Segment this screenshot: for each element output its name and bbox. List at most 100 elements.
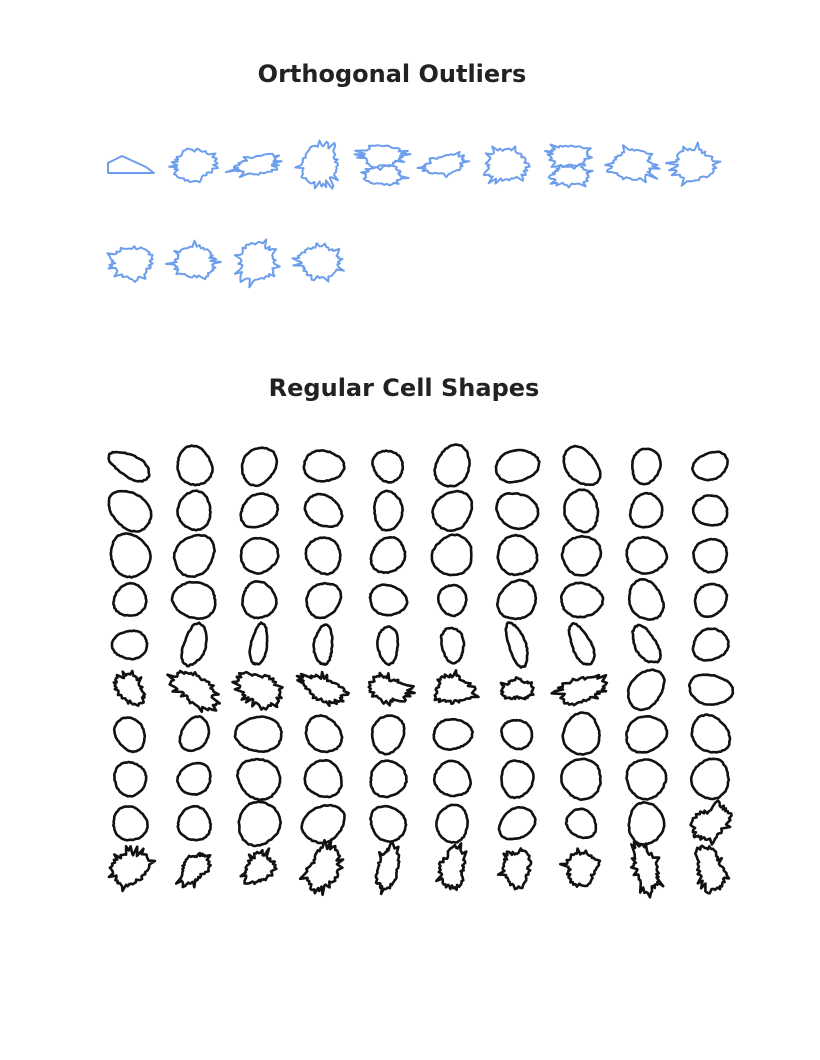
regular-cell-shape bbox=[433, 669, 480, 706]
regular-cell-shape bbox=[496, 847, 533, 891]
regular-cell-shape bbox=[176, 805, 213, 842]
regular-cell-shape bbox=[626, 668, 666, 712]
regular-cell-shape bbox=[239, 536, 280, 575]
regular-cell-shape bbox=[303, 492, 344, 528]
regular-cell-shape bbox=[631, 623, 662, 664]
outlier-shape bbox=[233, 238, 281, 289]
regular-cell-shape bbox=[560, 534, 603, 577]
regular-cell-shape bbox=[376, 625, 400, 667]
regular-cell-shape bbox=[499, 676, 535, 701]
regular-cell-shape bbox=[367, 671, 416, 707]
regular-cell-shape bbox=[300, 803, 346, 845]
regular-cell-shape bbox=[628, 491, 664, 529]
outlier-shape bbox=[224, 152, 283, 179]
regular-cell-shape bbox=[504, 621, 529, 669]
regular-cell-shape bbox=[368, 583, 409, 617]
regular-cell-shape bbox=[295, 670, 350, 708]
regular-cell-shape bbox=[495, 578, 538, 621]
regular-cell-shape bbox=[562, 444, 602, 486]
regular-cell-shape bbox=[560, 581, 605, 619]
regular-cell-shape bbox=[437, 583, 468, 618]
regular-cell-shape bbox=[439, 626, 466, 665]
regular-cell-shape bbox=[305, 581, 343, 620]
regular-cell-shape bbox=[166, 669, 221, 714]
regular-cell-shape bbox=[235, 757, 282, 802]
regular-cell-shape bbox=[374, 840, 401, 896]
regular-cell-shape bbox=[432, 717, 475, 751]
outliers-title: Orthogonal Outliers bbox=[258, 60, 527, 88]
outlier-shape bbox=[604, 144, 661, 184]
regular-cell-shape bbox=[312, 623, 334, 666]
regular-cell-shape bbox=[494, 448, 541, 484]
regular-grid bbox=[107, 443, 735, 899]
regular-cell-shape bbox=[233, 715, 283, 753]
outlier-shape bbox=[106, 245, 154, 283]
regular-cell-shape bbox=[689, 757, 731, 801]
outlier-shape bbox=[294, 139, 339, 190]
regular-cell-shape bbox=[298, 838, 345, 897]
outliers-grid bbox=[106, 139, 722, 289]
regular-cell-shape bbox=[112, 581, 148, 617]
regular-cell-shape bbox=[435, 842, 468, 892]
regular-cell-shape bbox=[176, 444, 214, 487]
regular-cell-shape bbox=[112, 805, 149, 842]
regular-cell-shape bbox=[178, 715, 211, 753]
regular-cell-shape bbox=[627, 578, 665, 621]
regular-cell-shape bbox=[693, 844, 731, 895]
outlier-shape bbox=[353, 144, 412, 171]
outlier-shape bbox=[416, 150, 471, 179]
regular-cell-shape bbox=[497, 805, 537, 841]
regular-cell-shape bbox=[304, 536, 342, 576]
regular-cell-shape bbox=[241, 580, 278, 620]
regular-cell-shape bbox=[370, 714, 406, 756]
regular-cell-shape bbox=[369, 536, 407, 575]
regular-cell-shape bbox=[107, 450, 151, 483]
regular-cell-shape bbox=[303, 758, 343, 799]
regular-cell-shape bbox=[112, 669, 147, 707]
regular-cell-shape bbox=[689, 799, 733, 846]
regular-cell-shape bbox=[691, 627, 730, 662]
regular-cell-shape bbox=[369, 759, 408, 799]
regular-cell-shape bbox=[631, 447, 662, 486]
regular-cell-shape bbox=[627, 801, 666, 847]
regular-cell-shape bbox=[302, 449, 346, 483]
outlier-shape bbox=[547, 162, 594, 189]
regular-cell-shape bbox=[369, 804, 408, 844]
outlier-shape bbox=[482, 145, 531, 185]
regular-cell-shape bbox=[625, 758, 668, 801]
regular-cell-shape bbox=[563, 488, 600, 534]
regular-title: Regular Cell Shapes bbox=[269, 374, 540, 402]
outlier-shape bbox=[165, 239, 222, 281]
regular-cell-shape bbox=[113, 760, 148, 798]
regular-cell-shape bbox=[304, 714, 344, 754]
regular-cell-shape bbox=[550, 673, 609, 707]
outlier-shape bbox=[360, 164, 410, 187]
regular-cell-shape bbox=[112, 716, 147, 754]
regular-cell-shape bbox=[567, 621, 596, 666]
regular-cell-shape bbox=[629, 840, 665, 899]
regular-cell-shape bbox=[625, 535, 669, 575]
regular-cell-shape bbox=[432, 759, 472, 798]
regular-cell-shape bbox=[110, 629, 149, 661]
regular-cell-shape bbox=[373, 489, 404, 532]
regular-cell-shape bbox=[371, 449, 404, 484]
regular-cell-shape bbox=[690, 713, 732, 754]
regular-cell-shape bbox=[431, 489, 474, 532]
outlier-shape bbox=[168, 147, 219, 184]
regular-cell-shape bbox=[239, 847, 278, 886]
regular-cell-shape bbox=[239, 492, 280, 529]
outlier-shape bbox=[664, 141, 722, 187]
regular-cell-shape bbox=[170, 580, 217, 620]
regular-cell-shape bbox=[176, 489, 212, 532]
regular-cell-shape bbox=[433, 443, 471, 488]
regular-cell-shape bbox=[559, 847, 602, 888]
regular-cell-shape bbox=[496, 533, 539, 577]
regular-cell-shape bbox=[693, 582, 729, 618]
regular-cell-shape bbox=[687, 673, 735, 706]
regular-cell-shape bbox=[495, 492, 540, 531]
regular-cell-shape bbox=[691, 450, 729, 482]
outlier-shape bbox=[107, 155, 155, 174]
regular-cell-shape bbox=[237, 800, 282, 848]
